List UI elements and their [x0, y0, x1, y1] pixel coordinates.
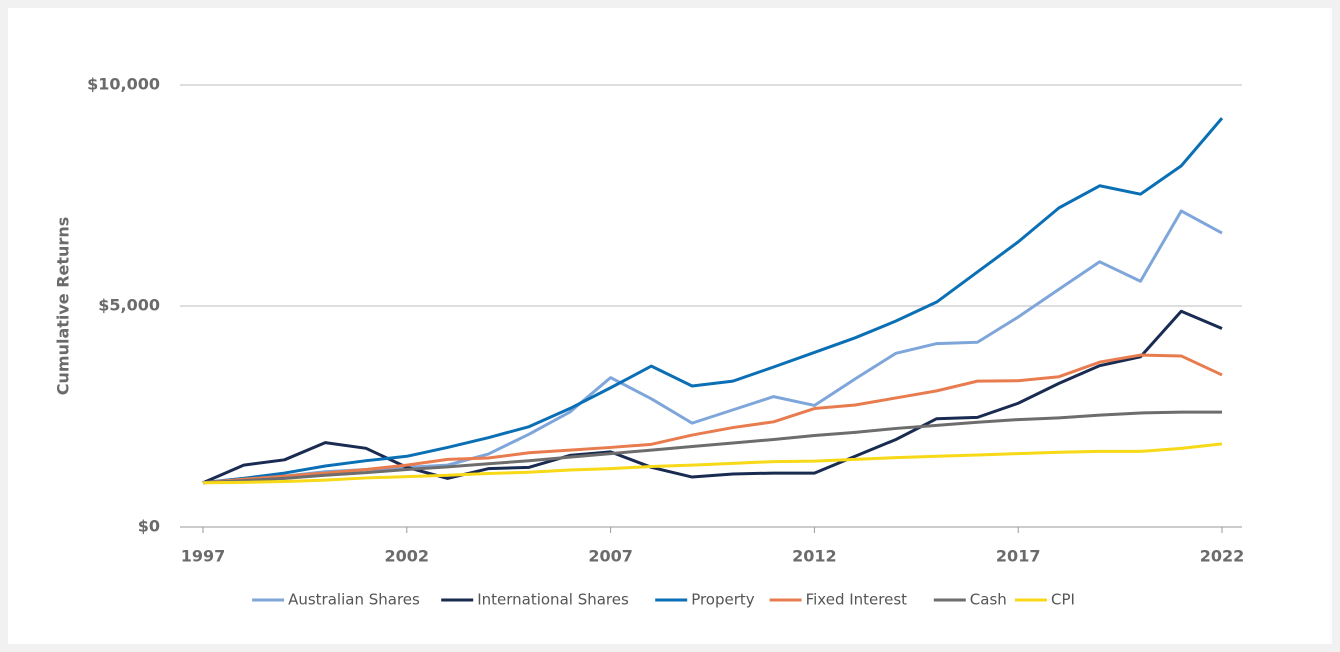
legend-label: Property — [691, 591, 755, 609]
legend-label: Fixed Interest — [806, 591, 908, 609]
x-tick-label: 2012 — [792, 547, 837, 566]
x-tick-label: 2022 — [1200, 547, 1245, 566]
legend-label: International Shares — [477, 591, 629, 609]
x-tick-label: 2002 — [385, 547, 430, 566]
x-tick-label: 2007 — [588, 547, 633, 566]
y-tick-label: $5,000 — [98, 296, 160, 315]
chart-background — [8, 8, 1332, 644]
series-line — [202, 309, 1223, 485]
y-tick-label: $10,000 — [87, 75, 160, 94]
y-axis-title: Cumulative Returns — [54, 217, 73, 395]
x-tick-label: 2017 — [996, 547, 1041, 566]
legend-label: CPI — [1051, 591, 1075, 609]
series-line — [202, 353, 1223, 485]
legend-label: Australian Shares — [288, 591, 420, 609]
series-line — [202, 117, 1224, 485]
y-tick-label: $0 — [138, 517, 160, 536]
x-tick-label: 1997 — [181, 547, 226, 566]
series-line — [202, 442, 1223, 485]
series-line — [202, 410, 1222, 485]
legend-label: Cash — [970, 591, 1007, 609]
